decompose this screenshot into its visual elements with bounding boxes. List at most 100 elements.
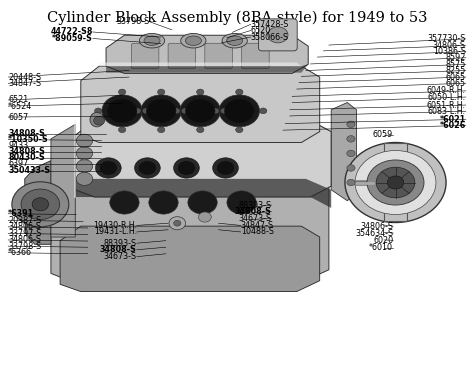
Text: *6524: *6524 (8, 101, 32, 111)
Circle shape (169, 217, 185, 230)
Circle shape (146, 99, 176, 123)
Circle shape (197, 89, 204, 95)
Text: *89059-S: *89059-S (52, 34, 93, 43)
Text: *6366: *6366 (8, 248, 32, 257)
FancyBboxPatch shape (259, 19, 297, 51)
Circle shape (182, 108, 189, 114)
Circle shape (212, 108, 219, 114)
Circle shape (141, 95, 182, 127)
Circle shape (213, 158, 238, 178)
Circle shape (76, 160, 93, 173)
Polygon shape (51, 124, 75, 237)
Text: 9433: 9433 (8, 141, 28, 150)
Polygon shape (81, 66, 319, 142)
Polygon shape (75, 121, 331, 197)
Circle shape (12, 182, 69, 227)
Circle shape (149, 191, 178, 214)
Circle shape (21, 189, 60, 220)
Text: 8575: 8575 (446, 60, 466, 69)
FancyBboxPatch shape (168, 43, 196, 69)
Ellipse shape (185, 36, 201, 45)
Circle shape (347, 135, 355, 142)
Circle shape (76, 134, 93, 147)
Text: 44722-S8: 44722-S8 (50, 27, 93, 36)
Polygon shape (25, 161, 51, 244)
Ellipse shape (144, 36, 160, 45)
Circle shape (118, 127, 126, 133)
Circle shape (173, 158, 200, 178)
Circle shape (236, 127, 243, 133)
Circle shape (355, 150, 436, 215)
Circle shape (225, 99, 254, 123)
Text: 10386-S: 10386-S (433, 47, 466, 56)
Circle shape (268, 27, 288, 43)
Text: 6020: 6020 (373, 236, 393, 245)
Text: 6083-L.H.: 6083-L.H. (428, 107, 466, 116)
Circle shape (94, 116, 105, 125)
Circle shape (188, 191, 217, 214)
Circle shape (347, 150, 355, 157)
Circle shape (236, 89, 243, 95)
Text: 354634-S: 354634-S (355, 228, 393, 238)
Circle shape (108, 99, 137, 123)
Polygon shape (75, 179, 331, 208)
Text: 6057: 6057 (8, 112, 28, 122)
Polygon shape (60, 226, 319, 292)
Circle shape (139, 161, 155, 174)
Circle shape (135, 158, 160, 178)
Circle shape (347, 179, 355, 186)
Circle shape (95, 108, 102, 114)
Circle shape (32, 198, 49, 211)
Circle shape (220, 108, 228, 114)
Circle shape (217, 161, 234, 174)
FancyBboxPatch shape (131, 43, 159, 69)
Text: 33798-S: 33798-S (8, 242, 41, 251)
Text: *6010: *6010 (369, 243, 393, 253)
Text: 34808-S: 34808-S (100, 245, 137, 254)
Circle shape (199, 212, 211, 222)
Circle shape (118, 89, 126, 95)
Polygon shape (106, 35, 308, 73)
Circle shape (100, 161, 117, 174)
Circle shape (227, 191, 256, 214)
Circle shape (197, 127, 204, 133)
Text: *10350-S: *10350-S (8, 135, 49, 144)
Text: 34808-S: 34808-S (8, 147, 45, 156)
Text: 6520: 6520 (251, 26, 271, 35)
Circle shape (345, 142, 446, 223)
Ellipse shape (227, 36, 243, 45)
Text: 34847-S: 34847-S (8, 79, 41, 88)
Text: 6059: 6059 (373, 130, 393, 139)
Polygon shape (106, 64, 308, 73)
Text: 80430-S: 80430-S (8, 153, 45, 162)
Text: 34806-S: 34806-S (8, 222, 41, 231)
Polygon shape (331, 103, 356, 201)
Text: 34847-S: 34847-S (241, 221, 274, 230)
Text: 350433-S: 350433-S (8, 166, 50, 175)
Text: 19430-R.H.: 19430-R.H. (93, 221, 137, 230)
FancyBboxPatch shape (242, 43, 269, 69)
Text: 8255: 8255 (446, 66, 466, 75)
Circle shape (347, 121, 355, 128)
Circle shape (157, 127, 165, 133)
Text: 6065: 6065 (446, 73, 466, 81)
Text: 6397: 6397 (8, 160, 28, 169)
Text: *6026: *6026 (439, 121, 466, 130)
Circle shape (185, 99, 215, 123)
Ellipse shape (139, 34, 164, 48)
Text: 20387-S: 20387-S (8, 216, 41, 225)
Text: 34808-S: 34808-S (235, 207, 272, 216)
Text: 20448-S: 20448-S (8, 73, 41, 81)
Text: 34806-S: 34806-S (8, 235, 41, 245)
Text: 357428-S: 357428-S (251, 20, 289, 29)
Text: 88393-S: 88393-S (238, 200, 272, 210)
Text: 34673-S: 34673-S (238, 214, 272, 223)
Circle shape (180, 95, 220, 127)
Text: 6050-L.H.: 6050-L.H. (428, 93, 466, 101)
Circle shape (173, 220, 181, 226)
Circle shape (134, 108, 141, 114)
Text: 34808-S: 34808-S (8, 129, 45, 138)
Circle shape (76, 147, 93, 160)
Text: 357730-S: 357730-S (428, 34, 466, 43)
Text: 34806-S: 34806-S (360, 222, 393, 231)
